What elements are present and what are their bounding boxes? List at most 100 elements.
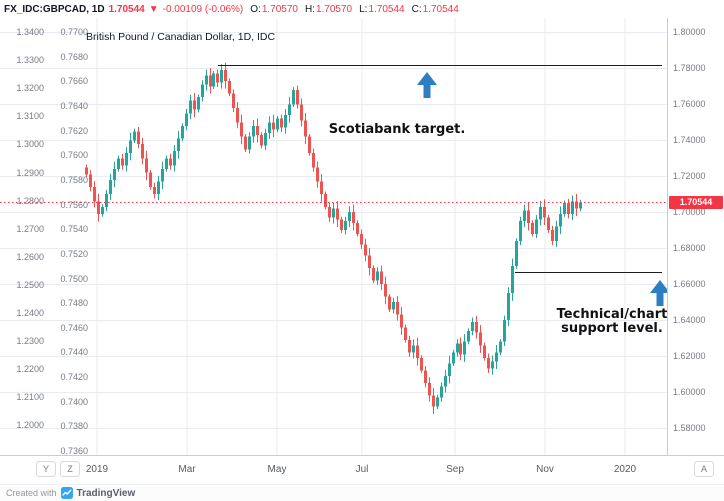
right-axis-tick: 1.66000 <box>673 279 706 290</box>
candle-body <box>467 330 470 342</box>
right-axis-tick: 1.62000 <box>673 351 706 362</box>
time-label: 2019 <box>85 464 109 475</box>
candle-body <box>93 187 96 202</box>
candle-body <box>535 219 538 234</box>
candle-body <box>479 332 482 346</box>
left-axis-tick: 0.7360 <box>60 446 88 457</box>
candle-body <box>185 113 188 126</box>
right-price-scale[interactable]: 1.80000 1.78000 1.76000 1.74000 1.72000 1.700… <box>667 18 724 455</box>
candle-body <box>197 97 200 110</box>
candle-body <box>97 201 100 215</box>
candle-body <box>543 206 546 218</box>
left-axis-tick: 1.2600 <box>16 251 44 262</box>
candle-body <box>364 244 367 256</box>
candle-body <box>113 169 116 180</box>
candle-body <box>444 375 447 387</box>
target-arrow-icon <box>417 72 437 98</box>
scale-button-y[interactable]: Y <box>36 461 56 477</box>
candle-body <box>376 271 379 281</box>
candle-body <box>85 167 88 175</box>
left-price-scale-2[interactable]: 0.7700 0.7680 0.7660 0.7640 0.7620 0.7600 0.75… <box>50 18 88 457</box>
candle-body <box>555 226 558 241</box>
candle-body <box>201 84 204 98</box>
scale-button-z[interactable]: Z <box>60 461 80 477</box>
candle-body <box>531 223 534 234</box>
candle-body <box>228 80 231 94</box>
chart-canvas[interactable]: Scotiabank target. Technical/chart support… <box>0 18 667 457</box>
symbol-name[interactable]: FX_IDC:GBPCAD, 1D <box>4 3 105 15</box>
candle-body <box>336 208 339 220</box>
tradingview-brand[interactable]: TradingView <box>76 487 136 499</box>
left-axis-tick: 1.2200 <box>16 364 44 375</box>
candle-body <box>348 212 351 222</box>
time-label: 2020 <box>613 464 637 475</box>
right-axis-tick: 1.72000 <box>673 171 706 182</box>
left-price-scale-1[interactable]: 1.3400 1.3300 1.3200 1.3100 1.3000 1.2900 1.28… <box>6 18 44 455</box>
right-axis-tick: 1.58000 <box>673 423 706 434</box>
left-axis-tick: 1.2000 <box>16 420 44 431</box>
candle-body <box>563 203 566 215</box>
candle-body <box>173 151 176 166</box>
candle-body <box>575 201 578 209</box>
candle-body <box>519 221 522 241</box>
candle-body <box>448 363 451 376</box>
left-axis-tick: 1.2500 <box>16 279 44 290</box>
candlestick-chart[interactable]: Scotiabank target. Technical/chartsupport… <box>0 18 667 455</box>
time-label: Jul <box>355 464 369 475</box>
candle-body <box>268 122 271 134</box>
last-price: 1.70544 <box>108 3 145 15</box>
right-axis-tick: 1.80000 <box>673 27 706 38</box>
candle-body <box>551 230 554 241</box>
candle-body <box>340 219 343 231</box>
candle-body <box>352 212 355 224</box>
annotation-text: Scotiabank target. <box>329 122 466 137</box>
candle-body <box>344 221 347 231</box>
candle-body <box>420 357 423 371</box>
candle-body <box>424 370 427 384</box>
time-scale[interactable]: Y Z A 2019 Mar May Jul Sep Nov 2020 <box>0 455 724 484</box>
support-arrow-icon <box>650 280 667 306</box>
candle-body <box>320 181 323 195</box>
candle-body <box>436 397 439 407</box>
candle-body <box>579 202 582 209</box>
candle-body <box>487 357 490 369</box>
candle-body <box>296 89 299 105</box>
candle-body <box>121 158 124 166</box>
left-axis-tick: 0.7520 <box>60 248 88 259</box>
candle-body <box>276 118 279 130</box>
candle-body <box>149 172 152 188</box>
left-axis-tick: 1.3400 <box>16 27 44 37</box>
left-axis-tick: 1.2900 <box>16 167 44 178</box>
candle-body <box>332 208 335 218</box>
left-axis-tick: 0.7420 <box>60 372 88 383</box>
candle-body <box>316 167 319 182</box>
left-axis-tick: 1.2100 <box>16 392 44 403</box>
symbol-info-bar: FX_IDC:GBPCAD, 1D 1.70544 ▼ -0.00109 (-0… <box>0 0 724 18</box>
candle-body <box>571 201 574 215</box>
candle-body <box>272 122 275 130</box>
chart-legend[interactable]: British Pound / Canadian Dollar, 1D, IDC <box>86 31 276 43</box>
auto-scale-button[interactable]: A <box>694 461 714 477</box>
price-change: -0.00109 (-0.06%) <box>162 3 244 15</box>
price-down-icon: ▼ <box>148 3 159 15</box>
candle-body <box>205 75 208 85</box>
candle-body <box>328 206 331 218</box>
right-axis-tick: 1.74000 <box>673 135 706 146</box>
candle-body <box>511 266 514 294</box>
candle-body <box>157 181 160 195</box>
tradingview-logo-icon[interactable] <box>60 487 73 499</box>
candle-body <box>452 352 455 364</box>
candle-body <box>220 70 223 83</box>
left-axis-tick: 1.3300 <box>16 55 44 66</box>
time-label: Mar <box>178 464 196 475</box>
attribution-bar: Created with TradingView <box>0 484 724 501</box>
candle-body <box>503 320 506 342</box>
candle-body <box>356 223 359 234</box>
candle-body <box>499 341 502 353</box>
left-axis-tick: 0.7620 <box>60 125 88 136</box>
candle-body <box>412 345 415 353</box>
candle-body <box>117 158 120 170</box>
candle-body <box>475 321 478 333</box>
open-value: O: 1.70570 <box>250 3 298 15</box>
left-axis-tick: 0.7600 <box>60 150 88 161</box>
